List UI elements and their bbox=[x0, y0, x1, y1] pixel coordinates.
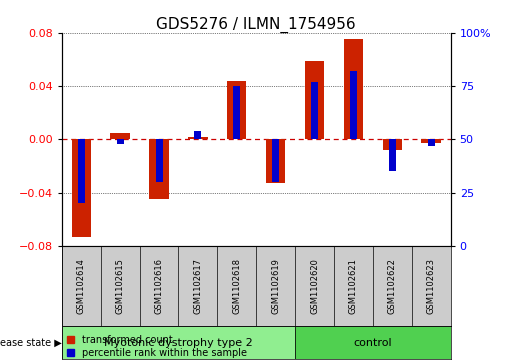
Bar bbox=[389, 139, 396, 171]
Bar bbox=[421, 139, 441, 143]
Text: GSM1102617: GSM1102617 bbox=[194, 258, 202, 314]
Bar bbox=[110, 133, 130, 139]
Bar bbox=[149, 139, 169, 199]
Text: GSM1102616: GSM1102616 bbox=[154, 258, 163, 314]
Bar bbox=[305, 61, 324, 139]
Bar bbox=[272, 139, 279, 182]
Bar bbox=[62, 326, 295, 359]
Bar bbox=[188, 137, 208, 139]
Text: GSM1102620: GSM1102620 bbox=[310, 258, 319, 314]
Bar bbox=[194, 131, 201, 139]
Text: GSM1102622: GSM1102622 bbox=[388, 258, 397, 314]
Text: GSM1102623: GSM1102623 bbox=[427, 258, 436, 314]
Text: GSM1102615: GSM1102615 bbox=[116, 258, 125, 314]
Bar bbox=[344, 39, 363, 139]
Text: control: control bbox=[353, 338, 392, 348]
Text: disease state ▶: disease state ▶ bbox=[0, 338, 62, 348]
Bar bbox=[78, 139, 85, 203]
Text: GSM1102618: GSM1102618 bbox=[232, 258, 241, 314]
Bar bbox=[311, 82, 318, 139]
Bar bbox=[350, 71, 357, 139]
Bar bbox=[72, 139, 91, 237]
Bar bbox=[156, 139, 163, 182]
Bar bbox=[383, 139, 402, 150]
Text: GSM1102621: GSM1102621 bbox=[349, 258, 358, 314]
Title: GDS5276 / ILMN_1754956: GDS5276 / ILMN_1754956 bbox=[157, 16, 356, 33]
Bar bbox=[116, 139, 124, 144]
Text: Myotonic dystrophy type 2: Myotonic dystrophy type 2 bbox=[104, 338, 253, 348]
Bar bbox=[427, 139, 435, 146]
Bar bbox=[266, 139, 285, 183]
Bar bbox=[295, 326, 451, 359]
Bar bbox=[227, 81, 247, 139]
Legend: transformed count, percentile rank within the sample: transformed count, percentile rank withi… bbox=[66, 335, 247, 358]
Text: GSM1102614: GSM1102614 bbox=[77, 258, 85, 314]
Text: GSM1102619: GSM1102619 bbox=[271, 258, 280, 314]
Bar bbox=[233, 86, 241, 139]
